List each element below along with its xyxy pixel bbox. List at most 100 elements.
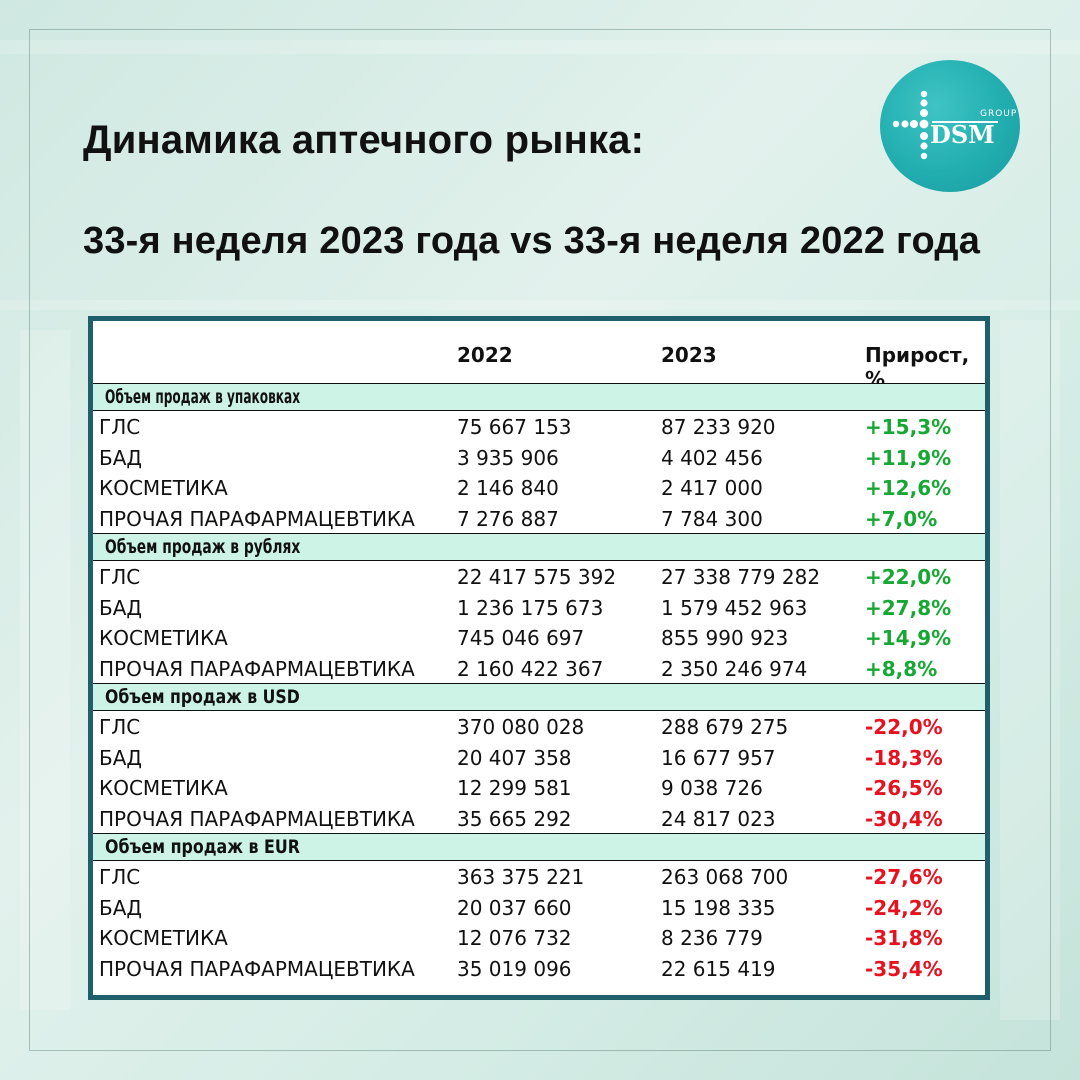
- value-2023: 4 402 456: [661, 445, 763, 470]
- table-row: КОСМЕТИКА 2 146 840 2 417 000 +12,6%: [93, 472, 985, 503]
- growth-value: +12,6%: [865, 476, 952, 500]
- value-2022: 75 667 153: [457, 415, 572, 439]
- section-title: Объем продаж в EUR: [105, 836, 300, 858]
- value-2022: 3 935 906: [457, 445, 559, 470]
- row-category: БАД: [99, 895, 143, 920]
- row-category: ПРОЧАЯ ПАРАФАРМАЦЕВТИКА: [99, 656, 415, 681]
- value-2023: 27 338 779 282: [661, 565, 821, 589]
- section-header: Объем продаж в USD: [93, 683, 985, 711]
- row-category: БАД: [99, 445, 143, 470]
- value-2023: 288 679 275: [661, 715, 789, 739]
- background-shelf: [0, 300, 1080, 310]
- section-title: Объем продаж в рублях: [105, 536, 301, 558]
- growth-value: -18,3%: [865, 745, 943, 770]
- value-2023: 87 233 920: [661, 415, 776, 439]
- row-category: КОСМЕТИКА: [99, 926, 228, 950]
- table-row: ГЛС 75 667 153 87 233 920 +15,3%: [93, 411, 985, 442]
- growth-value: -24,2%: [865, 895, 943, 920]
- page-subtitle: 33-я неделя 2023 года vs 33-я неделя 202…: [83, 220, 981, 262]
- value-2023: 22 615 419: [661, 956, 776, 981]
- growth-value: -22,0%: [865, 715, 943, 739]
- market-dynamics-table: 2022 2023 Прирост, % Объем продаж в упак…: [88, 316, 990, 1000]
- growth-value: -31,8%: [865, 926, 943, 950]
- table-row: КОСМЕТИКА 745 046 697 855 990 923 +14,9%: [93, 622, 985, 653]
- growth-value: +15,3%: [865, 415, 952, 439]
- background-shelf: [0, 40, 1080, 54]
- row-category: КОСМЕТИКА: [99, 776, 228, 800]
- value-2023: 2 350 246 974: [661, 656, 808, 681]
- growth-value: +27,8%: [865, 595, 952, 620]
- row-category: КОСМЕТИКА: [99, 476, 228, 500]
- table-row: ПРОЧАЯ ПАРАФАРМАЦЕВТИКА 35 665 292 24 817 …: [93, 803, 985, 834]
- section-header: Объем продаж в рублях: [93, 533, 985, 561]
- table-row: БАД 1 236 175 673 1 579 452 963 +27,8%: [93, 592, 985, 623]
- value-2022: 20 037 660: [457, 895, 572, 920]
- column-header-2022: 2022: [457, 343, 513, 367]
- row-category: ПРОЧАЯ ПАРАФАРМАЦЕВТИКА: [99, 506, 415, 531]
- background-shelf: [20, 330, 70, 1010]
- value-2022: 2 146 840: [457, 476, 559, 500]
- section-title: Объем продаж в упаковках: [105, 386, 301, 408]
- value-2022: 35 019 096: [457, 956, 572, 981]
- table-row: ГЛС 22 417 575 392 27 338 779 282 +22,0%: [93, 561, 985, 592]
- section-header: Объем продаж в упаковках: [93, 383, 985, 411]
- row-category: ГЛС: [99, 565, 141, 589]
- value-2023: 16 677 957: [661, 745, 776, 770]
- growth-value: -35,4%: [865, 956, 943, 981]
- row-category: БАД: [99, 595, 143, 620]
- row-category: ГЛС: [99, 715, 141, 739]
- row-category: ГЛС: [99, 865, 141, 889]
- growth-value: +14,9%: [865, 626, 952, 650]
- column-header-2023: 2023: [661, 343, 717, 367]
- value-2022: 22 417 575 392: [457, 565, 617, 589]
- value-2022: 370 080 028: [457, 715, 585, 739]
- row-category: ПРОЧАЯ ПАРАФАРМАЦЕВТИКА: [99, 806, 415, 831]
- value-2022: 12 076 732: [457, 926, 572, 950]
- row-category: КОСМЕТИКА: [99, 626, 228, 650]
- value-2023: 9 038 726: [661, 776, 763, 800]
- growth-value: +11,9%: [865, 445, 952, 470]
- table-row: ГЛС 363 375 221 263 068 700 -27,6%: [93, 861, 985, 892]
- row-category: ГЛС: [99, 415, 141, 439]
- value-2022: 1 236 175 673: [457, 595, 604, 620]
- value-2022: 7 276 887: [457, 506, 559, 531]
- value-2022: 20 407 358: [457, 745, 572, 770]
- table-row: БАД 3 935 906 4 402 456 +11,9%: [93, 442, 985, 473]
- value-2023: 7 784 300: [661, 506, 763, 531]
- background-shelf: [1000, 320, 1060, 1020]
- table-row: БАД 20 037 660 15 198 335 -24,2%: [93, 892, 985, 923]
- table-body: Объем продаж в упаковках ГЛС 75 667 153 87 …: [93, 383, 985, 983]
- table-row: ПРОЧАЯ ПАРАФАРМАЦЕВТИКА 35 019 096 22 615 …: [93, 953, 985, 984]
- table-header-row: 2022 2023 Прирост, %: [93, 321, 985, 391]
- growth-value: -27,6%: [865, 865, 943, 889]
- value-2023: 263 068 700: [661, 865, 789, 889]
- value-2023: 24 817 023: [661, 806, 776, 831]
- value-2023: 15 198 335: [661, 895, 776, 920]
- value-2022: 2 160 422 367: [457, 656, 604, 681]
- value-2022: 12 299 581: [457, 776, 572, 800]
- svg-text:DSM: DSM: [930, 120, 995, 149]
- growth-value: -26,5%: [865, 776, 943, 800]
- dsm-logo-icon: GROUP DSM: [892, 90, 1017, 160]
- content-frame: [29, 29, 1051, 1051]
- growth-value: +8,8%: [865, 656, 938, 681]
- value-2022: 745 046 697: [457, 626, 585, 650]
- svg-text:GROUP: GROUP: [980, 109, 1017, 119]
- value-2023: 855 990 923: [661, 626, 789, 650]
- table-row: ПРОЧАЯ ПАРАФАРМАЦЕВТИКА 2 160 422 367 2 35…: [93, 653, 985, 684]
- value-2023: 2 417 000: [661, 476, 763, 500]
- growth-value: +7,0%: [865, 506, 938, 531]
- section-header: Объем продаж в EUR: [93, 833, 985, 861]
- table-row: БАД 20 407 358 16 677 957 -18,3%: [93, 742, 985, 773]
- table-row: КОСМЕТИКА 12 076 732 8 236 779 -31,8%: [93, 922, 985, 953]
- value-2022: 363 375 221: [457, 865, 585, 889]
- row-category: ПРОЧАЯ ПАРАФАРМАЦЕВТИКА: [99, 956, 415, 981]
- table-row: ГЛС 370 080 028 288 679 275 -22,0%: [93, 711, 985, 742]
- value-2023: 1 579 452 963: [661, 595, 808, 620]
- page-title: Динамика аптечного рынка:: [83, 118, 645, 162]
- value-2023: 8 236 779: [661, 926, 763, 950]
- section-title: Объем продаж в USD: [105, 686, 300, 708]
- table-row: КОСМЕТИКА 12 299 581 9 038 726 -26,5%: [93, 772, 985, 803]
- value-2022: 35 665 292: [457, 806, 572, 831]
- dsm-logo: GROUP DSM: [880, 60, 1020, 192]
